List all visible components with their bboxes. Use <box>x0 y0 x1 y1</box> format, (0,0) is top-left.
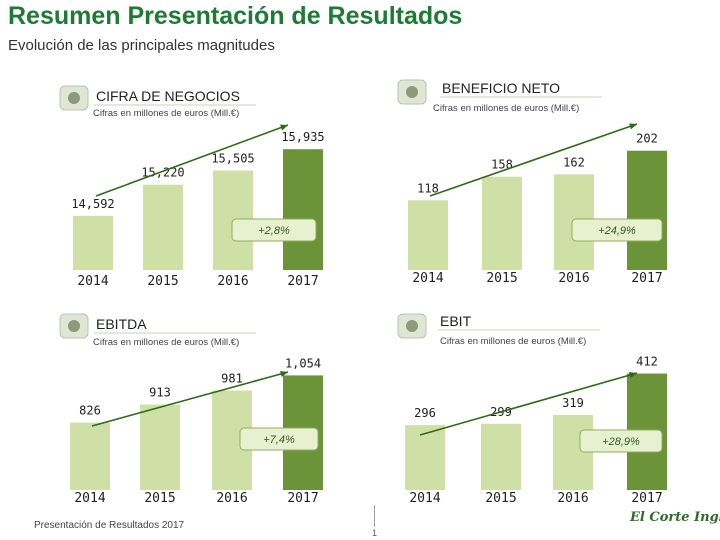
chart-2-year-label-2014: 2014 <box>412 271 443 286</box>
chart-2-bar-2015 <box>482 176 522 270</box>
chart-1-growth-box <box>231 218 317 242</box>
chart-3-year-label-2015: 2015 <box>144 491 175 506</box>
chart-3-trend-arrowhead <box>280 370 288 377</box>
chart-2-year-label-2017: 2017 <box>631 271 662 286</box>
chart-2-growth-label: +24,9% <box>598 225 636 237</box>
chart-2-trend-arrowhead <box>629 123 637 130</box>
chart-1-value-label-2016: 15,505 <box>211 152 254 166</box>
chart-3-value-label-2014: 826 <box>79 404 101 418</box>
chart-3-year-label-2017: 2017 <box>287 491 318 506</box>
chart-1-year-label-2016: 2016 <box>217 274 248 289</box>
chart-3-value-label-2017: 1,054 <box>285 356 321 370</box>
brand-logo: El Corte Inglés <box>630 510 720 525</box>
chart-4-unit-label: Cifras en millones de euros (Mill.€) <box>440 336 586 347</box>
chart-1-title: CIFRA DE NEGOCIOS <box>96 88 240 104</box>
chart-1-value-label-2014: 14,592 <box>71 197 114 211</box>
chart-1-value-label-2015: 15,220 <box>141 166 184 180</box>
chart-2-bar-2017 <box>627 150 667 270</box>
chart-4-year-label-2014: 2014 <box>409 491 440 506</box>
chart-1-bar-2014 <box>73 215 113 270</box>
chart-1-trend-arrowhead <box>280 124 288 131</box>
chart-1-bar-2015 <box>143 184 183 270</box>
chart-4-value-label-2014: 296 <box>414 406 436 420</box>
chart-1-unit-label: Cifras en millones de euros (Mill.€) <box>93 108 239 119</box>
page-title: Resumen Presentación de Resultados <box>8 2 463 30</box>
chart-1-year-label-2014: 2014 <box>77 274 108 289</box>
chart-3-bar-2015 <box>140 404 180 490</box>
chart-3-trend-arrow <box>91 371 289 427</box>
chart-4-photo-icon-detail <box>406 320 418 332</box>
chart-4-year-label-2015: 2015 <box>485 491 516 506</box>
chart-1-bar-2017 <box>283 149 323 270</box>
chart-4-trend-arrow <box>419 372 638 436</box>
chart-4-bar-2015 <box>481 423 521 490</box>
chart-4-trend-arrowhead <box>629 372 637 379</box>
page-number: 1 <box>372 528 378 538</box>
chart-4-growth-label: +28,9% <box>602 436 640 448</box>
chart-2-photo-icon-detail <box>406 86 418 98</box>
chart-2-value-label-2014: 118 <box>417 181 439 195</box>
chart-3-year-label-2014: 2014 <box>74 491 105 506</box>
chart-1-year-label-2017: 2017 <box>287 274 318 289</box>
chart-4-year-label-2017: 2017 <box>631 491 662 506</box>
chart-1-photo-icon-detail <box>68 92 80 104</box>
chart-4-value-label-2017: 412 <box>636 355 658 369</box>
page-subtitle: Evolución de las principales magnitudes <box>8 37 275 54</box>
chart-3-growth-box <box>239 427 319 451</box>
footer-divider <box>374 505 375 527</box>
chart-2-value-label-2015: 158 <box>491 158 513 172</box>
chart-3-unit-label: Cifras en millones de euros (Mill.€) <box>93 337 239 348</box>
chart-2-title: BENEFICIO NETO <box>442 80 560 96</box>
chart-2-year-label-2015: 2015 <box>486 271 517 286</box>
chart-4-title: EBIT <box>440 313 472 329</box>
chart-3-photo-icon-detail <box>68 320 80 332</box>
chart-2-trend-arrow <box>429 123 638 197</box>
chart-3-title: EBITDA <box>96 316 147 332</box>
chart-2-bar-2014 <box>408 200 448 270</box>
chart-4-bar-2014 <box>405 425 445 490</box>
chart-3-bar-2014 <box>70 422 110 490</box>
chart-2-year-label-2016: 2016 <box>558 271 589 286</box>
chart-2-value-label-2016: 162 <box>563 155 585 169</box>
chart-2-growth-box <box>571 218 663 242</box>
chart-3-value-label-2016: 981 <box>221 371 243 385</box>
chart-3-year-label-2016: 2016 <box>216 491 247 506</box>
chart-3-value-label-2015: 913 <box>149 386 171 400</box>
chart-2-value-label-2017: 202 <box>636 132 658 146</box>
chart-2-unit-label: Cifras en millones de euros (Mill.€) <box>433 103 579 114</box>
chart-1-year-label-2015: 2015 <box>147 274 178 289</box>
chart-1-growth-label: +2,8% <box>258 225 290 237</box>
chart-4-value-label-2016: 319 <box>562 396 584 410</box>
chart-4-year-label-2016: 2016 <box>557 491 588 506</box>
footer-text: Presentación de Resultados 2017 <box>34 520 185 531</box>
chart-3-growth-label: +7,4% <box>263 434 295 446</box>
chart-1-value-label-2017: 15,935 <box>281 130 324 144</box>
chart-1-trend-arrow <box>95 124 289 197</box>
chart-4-growth-box <box>579 429 663 453</box>
